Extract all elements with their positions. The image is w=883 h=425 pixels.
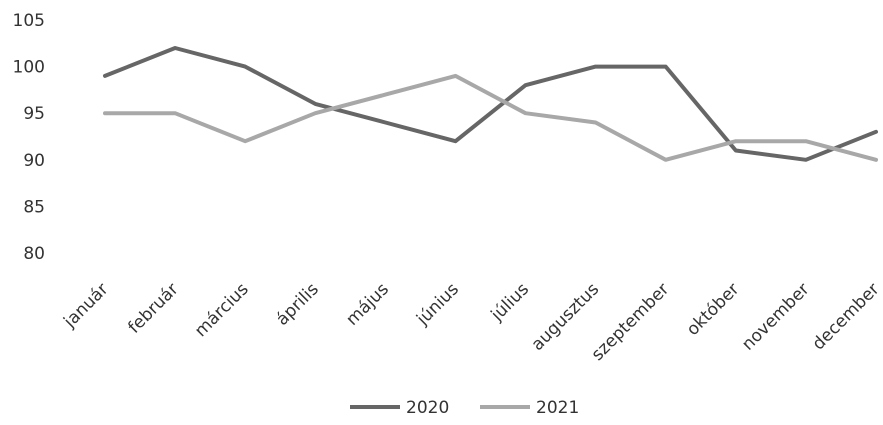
x-tick-label: október [683,279,744,340]
y-axis: 80 85 90 95 100 105 [13,11,45,264]
y-tick-label: 80 [23,244,45,264]
series-line-2021 [103,73,878,162]
y-tick-label: 100 [13,58,45,78]
y-tick-label: 90 [23,151,45,171]
series-line-2020 [103,46,878,162]
x-tick-label: június [412,279,463,330]
x-tick-label: május [342,279,393,330]
x-tick-label: november [738,279,813,354]
y-tick-label: 105 [13,11,45,31]
y-tick-label: 95 [23,104,45,124]
legend-label-2020: 2020 [406,398,449,418]
x-tick-label: július [487,279,533,325]
series-lines [103,46,878,162]
x-tick-label: február [124,279,182,337]
x-tick-label: december [809,279,883,354]
x-tick-label: április [272,279,322,329]
x-axis: január február március április május június jú… [59,279,883,365]
x-tick-label: augusztus [528,279,604,355]
legend: 2020 2021 [350,398,579,418]
y-tick-label: 85 [23,197,45,217]
legend-label-2021: 2021 [536,398,579,418]
x-tick-label: március [191,279,253,341]
x-tick-label: január [59,279,112,332]
